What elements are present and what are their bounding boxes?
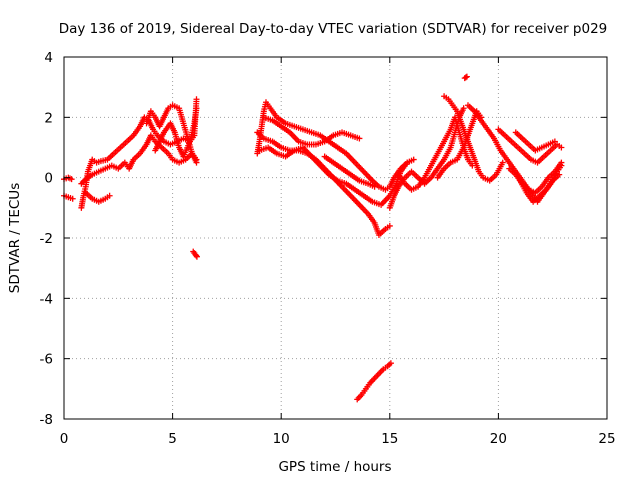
x-tick-label: 20 [490, 431, 507, 447]
data-point [460, 105, 467, 112]
data-point [386, 222, 393, 229]
y-tick-label: -6 [40, 352, 53, 368]
data-point [462, 74, 469, 81]
y-tick-label: 2 [44, 110, 53, 126]
x-tick-label: 25 [598, 431, 615, 447]
y-tick-label: -4 [40, 291, 53, 307]
data-point [106, 192, 113, 199]
y-tick-label: 0 [44, 171, 53, 187]
data-point [193, 96, 200, 103]
data-point [193, 252, 200, 259]
chart-title: Day 136 of 2019, Sidereal Day-to-day VTE… [59, 21, 608, 37]
x-axis-label: GPS time / hours [278, 459, 391, 475]
y-tick-label: 4 [44, 50, 53, 66]
x-tick-label: 5 [168, 431, 177, 447]
data-points [61, 73, 565, 403]
data-point [551, 138, 558, 145]
data-point [558, 159, 565, 166]
data-point [556, 171, 563, 178]
data-point [193, 159, 200, 166]
data-point [69, 195, 76, 202]
data-point [463, 73, 470, 80]
data-point [68, 176, 75, 183]
data-point [371, 183, 378, 190]
y-tick-labels: -8 -6 -4 -2 0 2 4 [40, 50, 53, 428]
x-tick-labels: 0 5 10 15 20 25 [60, 431, 616, 447]
data-point [356, 135, 363, 142]
plot-frame [63, 56, 608, 420]
x-tick-label: 0 [60, 431, 69, 447]
data-point [410, 156, 417, 163]
x-tick-label: 10 [273, 431, 290, 447]
grid-lines [64, 57, 607, 419]
y-tick-label: -2 [40, 231, 53, 247]
data-point [499, 159, 506, 166]
data-point [193, 253, 200, 260]
y-tick-label: -8 [40, 412, 53, 428]
y-axis-label: SDTVAR / TECUs [7, 183, 23, 293]
axis-ticks [63, 56, 608, 420]
x-tick-label: 15 [381, 431, 398, 447]
data-point [387, 360, 394, 367]
data-point [558, 144, 565, 151]
data-point [193, 105, 200, 112]
data-point [404, 159, 411, 166]
